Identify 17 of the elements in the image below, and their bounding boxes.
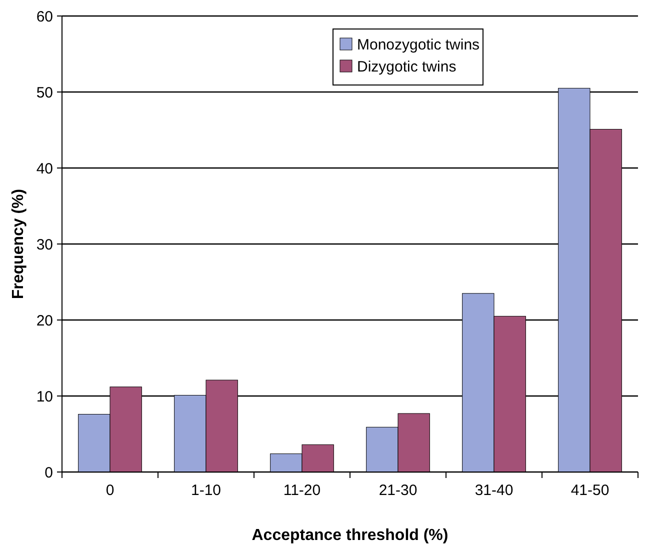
y-tick-label: 30 [36,236,53,254]
y-tick-label: 50 [36,84,53,102]
x-tick-label: 21-30 [378,482,418,499]
x-axis-title: Acceptance threshold (%) [252,527,448,544]
x-tick-label: 41-50 [570,482,610,499]
y-tick-label: 0 [44,464,53,482]
x-tick-label: 0 [106,482,114,499]
y-axis-title: Frequency (%) [10,188,27,300]
y-tick-label: 40 [36,160,53,178]
y-tick-label: 60 [36,8,53,26]
x-tick-label: 1-10 [190,482,222,499]
x-tick-label: 31-40 [474,482,514,499]
y-tick-label: 20 [36,312,53,330]
legend-label: Dizygotic twins [357,58,456,76]
legend-label: Monozygotic twins [357,36,480,54]
x-tick-label: 11-20 [283,482,321,499]
y-tick-label: 10 [36,388,53,406]
